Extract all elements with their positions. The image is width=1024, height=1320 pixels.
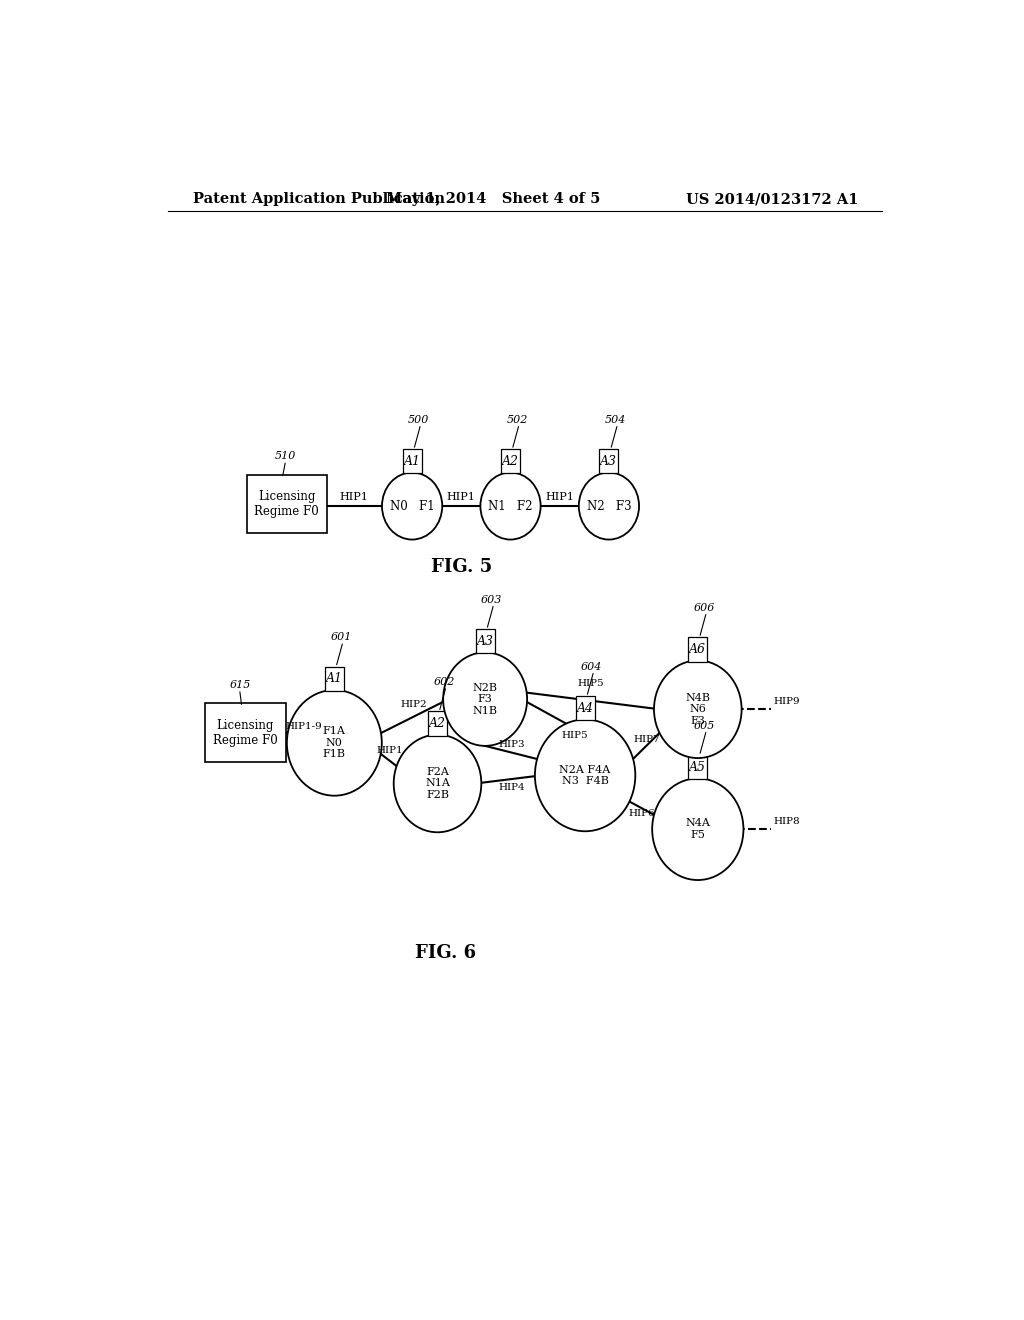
Text: 601: 601 bbox=[331, 632, 351, 643]
Text: 606: 606 bbox=[694, 603, 715, 612]
FancyBboxPatch shape bbox=[247, 474, 327, 533]
Text: 603: 603 bbox=[481, 594, 503, 605]
Text: 502: 502 bbox=[507, 414, 528, 425]
Text: F2A
N1A
F2B: F2A N1A F2B bbox=[425, 767, 450, 800]
Text: HIP5: HIP5 bbox=[561, 731, 588, 741]
Text: Patent Application Publication: Patent Application Publication bbox=[194, 191, 445, 206]
Text: HIP7: HIP7 bbox=[634, 735, 660, 744]
Ellipse shape bbox=[654, 660, 741, 758]
Ellipse shape bbox=[579, 473, 639, 540]
Text: 604: 604 bbox=[582, 661, 602, 672]
FancyBboxPatch shape bbox=[599, 449, 618, 474]
Text: HIP1: HIP1 bbox=[377, 747, 403, 755]
Text: HIP3: HIP3 bbox=[499, 741, 525, 750]
Text: HIP9: HIP9 bbox=[773, 697, 800, 706]
Ellipse shape bbox=[652, 779, 743, 880]
Text: N0   F1: N0 F1 bbox=[390, 499, 434, 512]
Ellipse shape bbox=[393, 735, 481, 833]
Text: HIP5: HIP5 bbox=[578, 680, 604, 688]
Ellipse shape bbox=[535, 719, 635, 832]
Ellipse shape bbox=[480, 473, 541, 540]
Text: FIG. 5: FIG. 5 bbox=[431, 558, 492, 576]
Text: A2: A2 bbox=[502, 455, 519, 467]
Text: HIP1: HIP1 bbox=[340, 492, 369, 502]
Text: HIP1: HIP1 bbox=[546, 492, 574, 502]
Text: N4A
F5: N4A F5 bbox=[685, 818, 711, 840]
Text: HIP4: HIP4 bbox=[498, 783, 524, 792]
Text: N2A F4A
N3  F4B: N2A F4A N3 F4B bbox=[559, 764, 610, 787]
Text: HIP6: HIP6 bbox=[629, 809, 655, 818]
FancyBboxPatch shape bbox=[475, 630, 495, 653]
Text: A2: A2 bbox=[429, 717, 446, 730]
Text: HIP1-9: HIP1-9 bbox=[286, 722, 323, 731]
Text: A1: A1 bbox=[326, 672, 343, 685]
Text: 605: 605 bbox=[694, 721, 715, 731]
Text: A6: A6 bbox=[689, 643, 707, 656]
Text: 615: 615 bbox=[229, 680, 251, 690]
Text: HIP2: HIP2 bbox=[400, 700, 427, 709]
Text: A3: A3 bbox=[600, 455, 617, 467]
Text: A1: A1 bbox=[403, 455, 421, 467]
FancyBboxPatch shape bbox=[688, 638, 708, 661]
Text: A3: A3 bbox=[476, 635, 494, 648]
Text: Licensing
Regime F0: Licensing Regime F0 bbox=[213, 718, 278, 747]
Text: F1A
N0
F1B: F1A N0 F1B bbox=[323, 726, 346, 759]
FancyBboxPatch shape bbox=[402, 449, 422, 474]
FancyBboxPatch shape bbox=[206, 704, 286, 762]
Text: 510: 510 bbox=[274, 451, 296, 461]
Text: 504: 504 bbox=[605, 414, 627, 425]
Text: A4: A4 bbox=[577, 702, 594, 714]
Text: N4B
N6
F3: N4B N6 F3 bbox=[685, 693, 711, 726]
Ellipse shape bbox=[287, 690, 382, 796]
Text: HIP1: HIP1 bbox=[446, 492, 476, 502]
Text: A5: A5 bbox=[689, 760, 707, 774]
Text: 500: 500 bbox=[409, 414, 429, 425]
Text: N1   F2: N1 F2 bbox=[488, 499, 532, 512]
Ellipse shape bbox=[382, 473, 442, 540]
Text: N2   F3: N2 F3 bbox=[587, 499, 631, 512]
Text: US 2014/0123172 A1: US 2014/0123172 A1 bbox=[686, 191, 858, 206]
Ellipse shape bbox=[443, 652, 527, 746]
Text: 602: 602 bbox=[433, 677, 455, 686]
FancyBboxPatch shape bbox=[501, 449, 520, 474]
Text: May 1, 2014   Sheet 4 of 5: May 1, 2014 Sheet 4 of 5 bbox=[386, 191, 600, 206]
FancyBboxPatch shape bbox=[428, 711, 447, 735]
Text: FIG. 6: FIG. 6 bbox=[415, 944, 476, 962]
Text: HIP8: HIP8 bbox=[773, 817, 800, 825]
FancyBboxPatch shape bbox=[325, 667, 344, 690]
FancyBboxPatch shape bbox=[688, 755, 708, 779]
Text: Licensing
Regime F0: Licensing Regime F0 bbox=[254, 490, 319, 517]
FancyBboxPatch shape bbox=[575, 696, 595, 721]
Text: N2B
F3
N1B: N2B F3 N1B bbox=[473, 682, 498, 715]
